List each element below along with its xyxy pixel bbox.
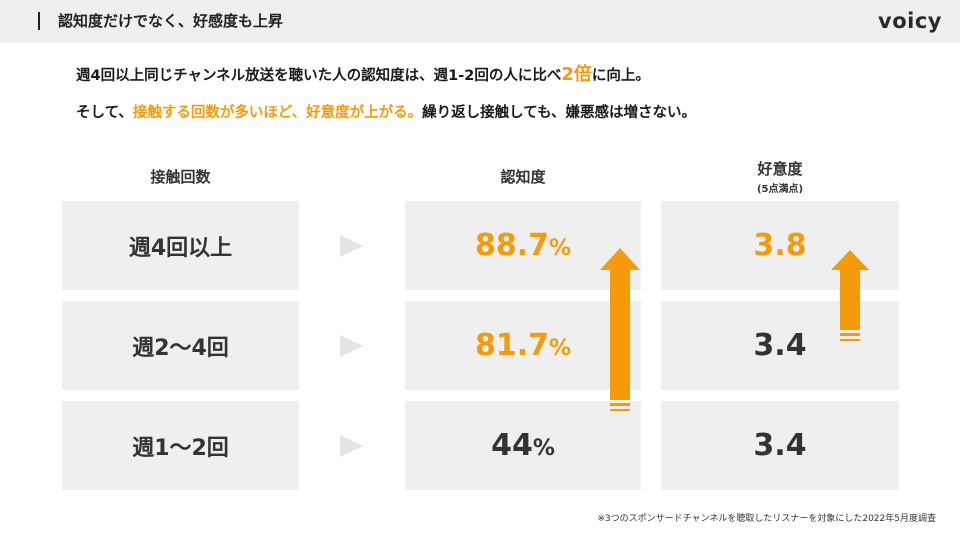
awareness-unit: % [548,336,572,361]
awareness-value: 81.7% [475,328,571,363]
column-header-favorability: 好意度 [757,160,803,178]
contact-label: 週4回以上 [128,235,233,261]
lead-line-1: 週4回以上同じチャンネル放送を聴いた人の認知度は、週1-2回の人に比べ2倍に向上… [76,62,650,89]
lead-line-1-text-b: に向上。 [591,68,650,84]
awareness-cell-row-3: 44% [405,401,641,490]
lead-line-2-text-b: 繰り返し接触しても、嫌悪感は増さない。 [422,105,697,121]
awareness-number: 81.7 [474,328,549,363]
header: 認知度だけでなく、好感度も上昇 voicy [0,0,960,43]
contact-cell-row-2: 週2〜4回 [62,301,299,390]
lead-line-1-highlight: 2倍 [561,64,592,85]
favorability-value: 3.4 [753,428,807,463]
title-accent-bar [38,12,40,30]
favorability-up-arrow-icon [831,250,869,341]
awareness-value: 44% [491,428,555,463]
awareness-cell-row-2: 81.7% [405,301,641,390]
page-title: 認知度だけでなく、好感度も上昇 [58,12,284,30]
column-subheader-favorability: (5点満点) [756,184,804,195]
lead-line-1-text-a: 週4回以上同じチャンネル放送を聴いた人の認知度は、週1-2回の人に比べ [76,68,562,84]
favorability-cell-row-3: 3.4 [661,401,899,490]
awareness-unit: % [532,436,555,461]
awareness-number: 88.7 [474,228,549,263]
lead-line-2-text-a: そして、 [76,105,133,121]
awareness-value: 88.7% [475,228,571,263]
favorability-value: 3.8 [753,228,807,263]
favorability-value: 3.4 [753,328,807,363]
contact-label: 週2〜4回 [132,335,229,361]
lead-line-2-highlight: 接触する回数が多いほど、好意度が上がる。 [132,105,423,121]
play-triangle-icon [340,335,363,357]
play-triangle-icon [340,435,363,457]
contact-cell-row-3: 週1〜2回 [62,401,299,490]
favorability-cell-row-1: 3.8 [661,201,899,290]
contact-label: 週1〜2回 [132,435,229,461]
footnote: ※3つのスポンサードチャンネルを聴取したリスナーを対象にした2022年5月度調査 [597,514,936,524]
awareness-up-arrow-icon [600,248,640,411]
awareness-cell-row-1: 88.7% [405,201,641,290]
awareness-unit: % [548,236,572,261]
column-header-awareness: 認知度 [500,168,546,186]
awareness-number: 44 [491,428,533,463]
lead-line-2: そして、接触する回数が多いほど、好意度が上がる。繰り返し接触しても、嫌悪感は増さ… [76,100,696,126]
column-header-contact: 接触回数 [150,168,211,186]
contact-cell-row-1: 週4回以上 [62,201,299,290]
voicy-logo: voicy [878,9,942,33]
play-triangle-icon [340,235,363,257]
